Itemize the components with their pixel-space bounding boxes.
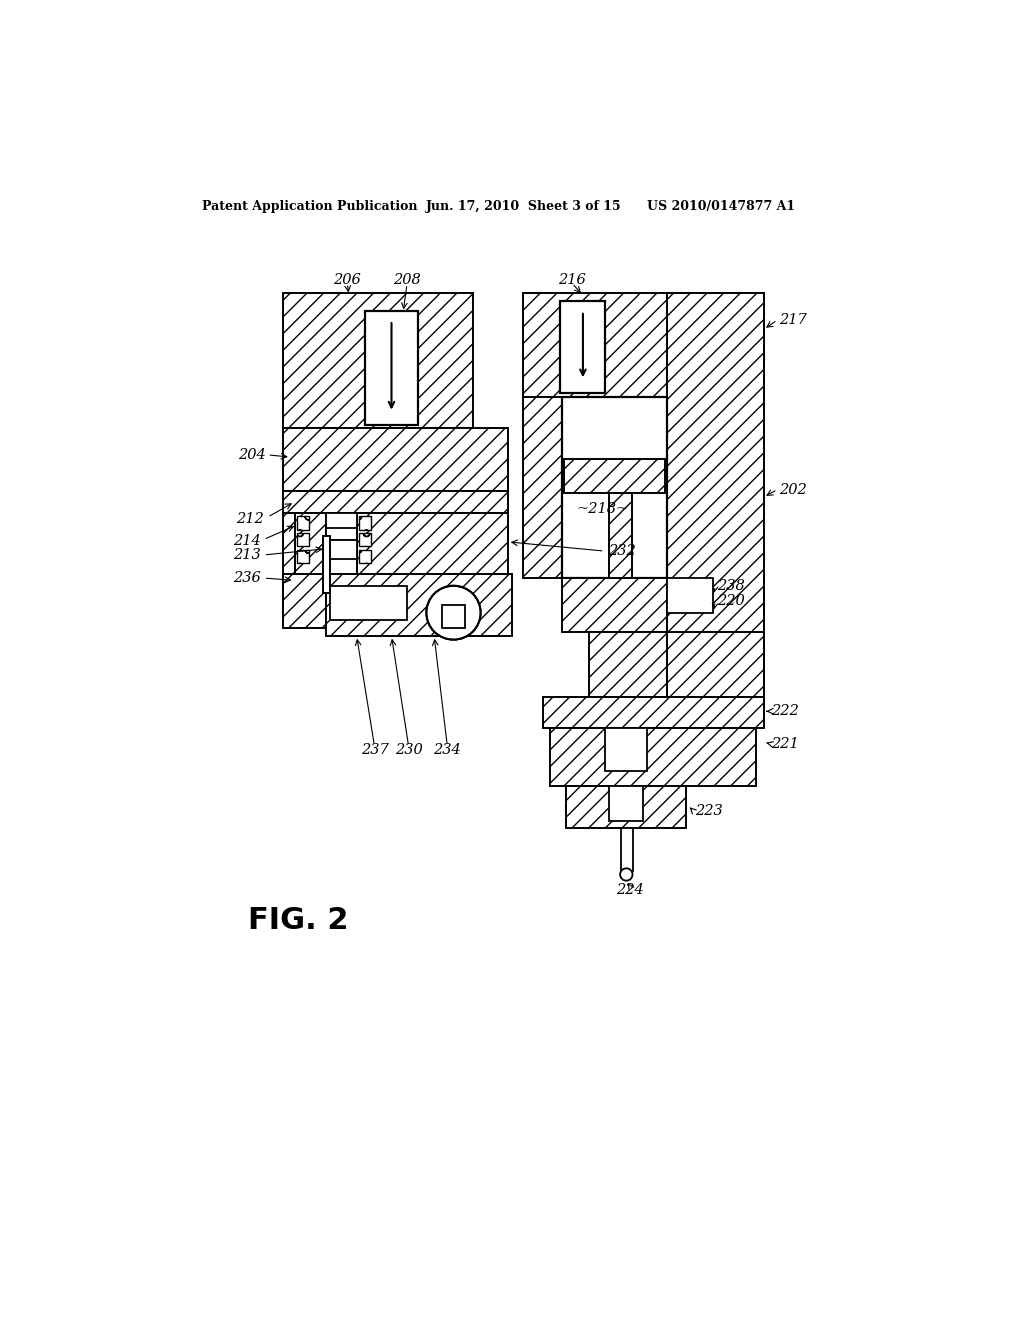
Text: ~218~: ~218~ <box>577 502 629 516</box>
Bar <box>667 293 764 709</box>
Bar <box>523 397 562 578</box>
Bar <box>589 632 667 697</box>
Circle shape <box>426 586 480 640</box>
Bar <box>550 729 756 785</box>
Text: 220: 220 <box>717 594 744 609</box>
Text: 232: 232 <box>608 544 636 558</box>
Text: 234: 234 <box>433 743 461 756</box>
Text: 230: 230 <box>394 743 423 756</box>
Bar <box>563 459 665 494</box>
Bar <box>283 491 508 512</box>
Bar <box>604 729 647 771</box>
Text: 202: 202 <box>779 483 807 496</box>
Bar <box>297 533 309 546</box>
Text: 208: 208 <box>393 273 421 286</box>
Text: 204: 204 <box>239 447 266 462</box>
Bar <box>326 512 356 528</box>
Text: FIG. 2: FIG. 2 <box>248 907 348 935</box>
Text: Patent Application Publication: Patent Application Publication <box>202 199 417 213</box>
Circle shape <box>621 869 633 880</box>
Text: 237: 237 <box>360 743 388 756</box>
Bar <box>326 574 512 636</box>
Text: 236: 236 <box>233 572 261 585</box>
Bar <box>359 550 372 564</box>
Bar <box>295 512 508 540</box>
Bar <box>667 578 713 612</box>
Bar <box>366 312 418 425</box>
Text: 214: 214 <box>233 535 261 548</box>
Bar <box>562 578 667 632</box>
Bar <box>283 428 508 491</box>
Text: 213: 213 <box>233 548 261 562</box>
Bar <box>283 574 326 628</box>
Bar <box>562 397 667 578</box>
Text: 216: 216 <box>558 273 586 286</box>
Bar <box>295 512 326 574</box>
Bar <box>323 536 331 594</box>
Text: 212: 212 <box>236 512 263 525</box>
Text: 238: 238 <box>717 578 744 593</box>
Bar <box>283 512 295 609</box>
Text: US 2010/0147877 A1: US 2010/0147877 A1 <box>647 199 796 213</box>
Bar <box>359 533 372 546</box>
Bar <box>330 586 407 620</box>
Bar <box>523 293 764 397</box>
Bar <box>566 785 686 829</box>
Bar <box>356 512 508 574</box>
Bar <box>326 540 356 558</box>
Bar <box>283 293 473 428</box>
Bar <box>543 697 764 729</box>
Bar <box>608 785 643 821</box>
Bar <box>621 829 633 871</box>
Text: 223: 223 <box>695 804 723 818</box>
Bar <box>442 605 465 628</box>
Text: 222: 222 <box>771 705 799 718</box>
Bar <box>359 516 372 529</box>
Text: Jun. 17, 2010  Sheet 3 of 15: Jun. 17, 2010 Sheet 3 of 15 <box>426 199 622 213</box>
Bar <box>608 494 632 578</box>
Text: 221: 221 <box>771 737 799 751</box>
Text: 206: 206 <box>334 273 361 286</box>
Text: 224: 224 <box>616 883 644 896</box>
Bar <box>297 550 309 564</box>
Bar <box>297 516 309 529</box>
Bar <box>560 301 604 393</box>
Text: 217: 217 <box>779 313 807 327</box>
